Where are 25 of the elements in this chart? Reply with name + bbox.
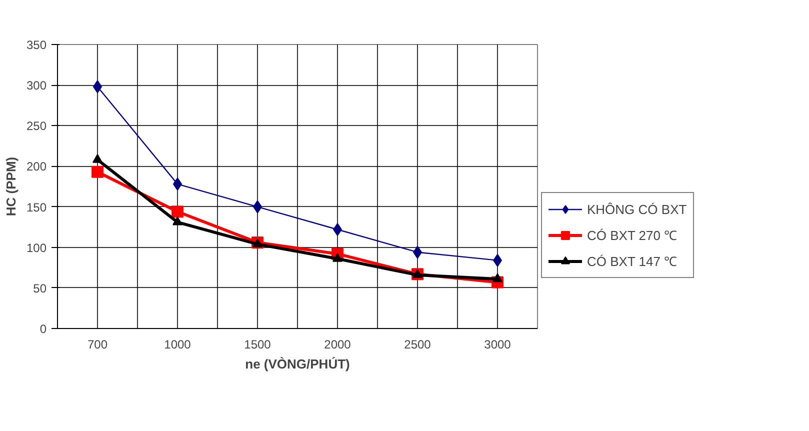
y-tick-label: 300 — [26, 78, 47, 93]
y-tick-label: 350 — [26, 38, 47, 52]
x-tick-label: 2500 — [404, 338, 432, 352]
x-tick-label: 3000 — [484, 338, 512, 352]
y-tick-label: 200 — [26, 160, 47, 174]
x-tick-label: 2000 — [324, 338, 352, 352]
point — [92, 166, 104, 178]
y-tick-label: 0 — [40, 322, 47, 336]
y-tick-label: 100 — [26, 240, 47, 255]
legend-label: CÓ BXT 270 ℃ — [587, 227, 678, 244]
x-tick-label: 1500 — [244, 338, 272, 352]
y-tick-label: 150 — [26, 200, 47, 214]
y-axis-title: HC (PPM) — [3, 156, 18, 216]
legend-label: KHÔNG CÓ BXT — [587, 202, 687, 216]
point — [332, 253, 342, 262]
point — [492, 273, 502, 282]
y-tick-label: 50 — [33, 281, 47, 296]
y-tick-label: 250 — [26, 119, 47, 134]
point — [92, 154, 102, 163]
point — [172, 206, 184, 218]
point — [172, 216, 182, 226]
x-tick-label: 700 — [87, 338, 108, 352]
x-axis-title: ne (VÒNG/PHÚT) — [245, 356, 350, 372]
legend-label: CÓ BXT 147 ℃ — [587, 253, 678, 270]
x-tick-label: 1000 — [164, 338, 192, 352]
